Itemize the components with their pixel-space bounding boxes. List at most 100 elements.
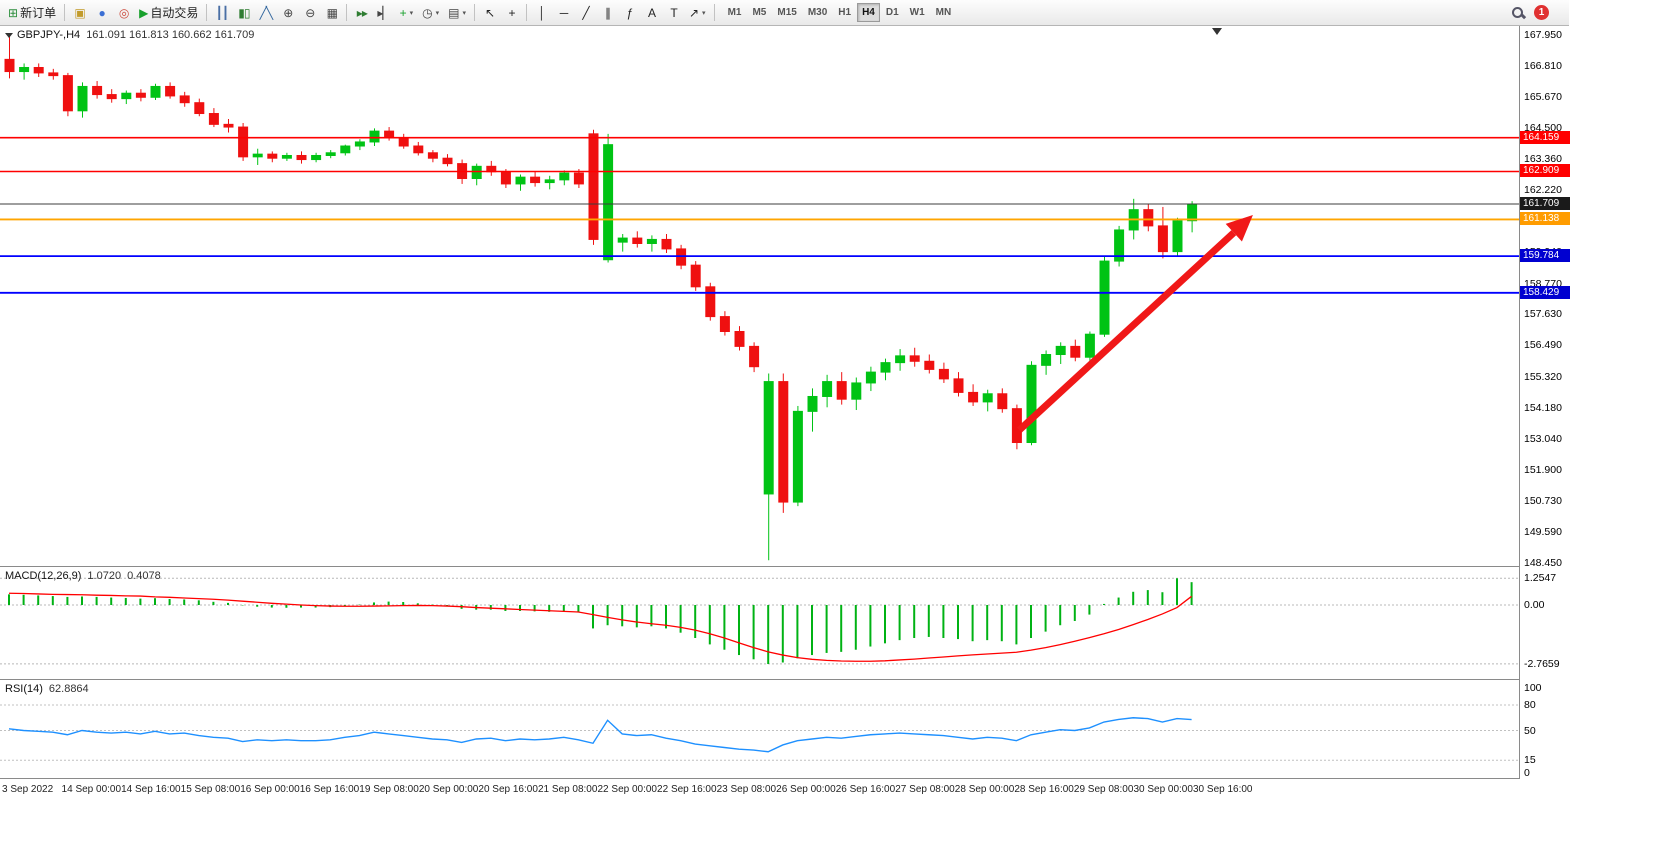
toolbar-separator bbox=[346, 4, 348, 21]
rsi-value: 62.8864 bbox=[48, 683, 89, 695]
chart-title: GBPJPY-,H4 161.091 161.813 160.662 161.70… bbox=[5, 29, 254, 41]
crosshair-icon: + bbox=[508, 5, 515, 20]
text-label-button[interactable]: T bbox=[663, 2, 684, 23]
rsi-canvas[interactable] bbox=[0, 680, 1519, 778]
timeframe-w1[interactable]: W1 bbox=[905, 3, 930, 22]
time-axis-label: 20 Sep 00:00 bbox=[418, 784, 479, 795]
zoom-out-button[interactable]: ⊖ bbox=[299, 2, 320, 23]
time-axis-label: 26 Sep 16:00 bbox=[835, 784, 896, 795]
price-axis-label: 162.220 bbox=[1524, 184, 1562, 197]
search-icon[interactable] bbox=[1510, 5, 1526, 21]
rsi-axis-label: 50 bbox=[1524, 724, 1536, 737]
timeframe-m15[interactable]: M15 bbox=[772, 3, 801, 22]
macd-label: MACD(12,26,9) bbox=[5, 570, 82, 582]
tile-windows-button[interactable]: ▦ bbox=[321, 2, 342, 23]
arrows-icon: ↗ bbox=[688, 5, 699, 20]
macd-signal-value: 0.4078 bbox=[127, 570, 161, 582]
price-axis[interactable]: 167.950 166.810 165.670 164.500 163.360 162.2… bbox=[1519, 26, 1570, 779]
chart-shift-marker[interactable] bbox=[1212, 28, 1222, 35]
time-axis-label: 30 Sep 00:00 bbox=[1133, 784, 1193, 795]
timeframe-mn[interactable]: MN bbox=[931, 3, 957, 22]
macd-main-value: 1.0720 bbox=[87, 570, 122, 582]
current-price-label: 161.709 bbox=[1520, 196, 1570, 210]
time-axis-label: 3 Sep 2022 bbox=[2, 784, 54, 795]
community-button[interactable]: ◎ bbox=[113, 2, 134, 23]
market-watch-button[interactable]: ▣ bbox=[69, 2, 90, 23]
dropdown-caret-icon: ▾ bbox=[435, 9, 440, 17]
channel-button[interactable]: ∥ bbox=[597, 2, 618, 23]
time-axis-label: 30 Sep 16:00 bbox=[1193, 784, 1253, 795]
time-axis-label: 29 Sep 08:00 bbox=[1073, 784, 1134, 795]
rsi-label: RSI(14) bbox=[5, 683, 43, 695]
rsi-panel[interactable]: RSI(14) 62.8864 bbox=[0, 680, 1519, 779]
time-axis[interactable]: 3 Sep 2022 14 Sep 00:00 14 Sep 16:00 15 Sep… bbox=[0, 779, 1519, 803]
chart-shift-icon: ▸▏ bbox=[377, 5, 391, 20]
toolbar-separator bbox=[64, 4, 66, 21]
indicators-button[interactable]: + ▾ bbox=[396, 2, 418, 23]
price-axis-label: 150.730 bbox=[1524, 495, 1562, 508]
toolbar-buttons: ⊞ 新订单 ▣ ● ◎ ▶ 自动交易 ┃┃ ▮▯ ╱╲ ⊕ ⊖ ▦ ▸▸ ▸▏ + ▾ ◷ ▾ ▤ ▾ ↖ + │ ─ ╱ ∥ ƒ A T… bbox=[4, 2, 718, 23]
cursor-button[interactable]: ↖ bbox=[479, 2, 500, 23]
timeframe-m1[interactable]: M1 bbox=[723, 3, 747, 22]
candlestick-chart-icon: ▮▯ bbox=[238, 5, 250, 20]
crosshair-button[interactable]: + bbox=[501, 2, 522, 23]
timeframe-d1[interactable]: D1 bbox=[881, 3, 904, 22]
auto-trading-button-label: 自动交易 bbox=[150, 6, 199, 20]
price-axis-label: 156.490 bbox=[1524, 339, 1562, 352]
arrows-button[interactable]: ↗ ▾ bbox=[685, 2, 710, 23]
community-icon: ◎ bbox=[118, 5, 130, 20]
price-axis-label: 154.180 bbox=[1524, 401, 1562, 414]
timeframe-h1[interactable]: H1 bbox=[833, 3, 856, 22]
horizontal-line-button[interactable]: ─ bbox=[553, 2, 574, 23]
macd-axis-label: -2.7659 bbox=[1524, 657, 1560, 670]
price-axis-label: 163.360 bbox=[1524, 153, 1562, 166]
price-axis-label: 148.450 bbox=[1524, 557, 1562, 569]
line-chart-button[interactable]: ╱╲ bbox=[255, 2, 276, 23]
vertical-line-button[interactable]: │ bbox=[531, 2, 552, 23]
price-chart-panel[interactable]: GBPJPY-,H4 161.091 161.813 160.662 161.70… bbox=[0, 26, 1519, 567]
profile-button[interactable]: ● bbox=[91, 2, 112, 23]
templates-button[interactable]: ▤ ▾ bbox=[444, 2, 470, 23]
timeframe-m30[interactable]: M30 bbox=[803, 3, 832, 22]
indicators-icon: + bbox=[399, 5, 407, 20]
toolbar-right: 1 bbox=[1510, 5, 1565, 21]
macd-panel[interactable]: MACD(12,26,9) 1.0720 0.4078 bbox=[0, 567, 1519, 680]
symbol-period-label: GBPJPY-,H4 bbox=[17, 29, 81, 41]
price-chart-canvas[interactable] bbox=[0, 26, 1519, 566]
zoom-in-button[interactable]: ⊕ bbox=[277, 2, 298, 23]
vertical-line-icon: │ bbox=[538, 5, 545, 20]
rsi-axis-label: 100 bbox=[1524, 682, 1542, 694]
timeframe-m5[interactable]: M5 bbox=[747, 3, 771, 22]
text-button[interactable]: A bbox=[641, 2, 662, 23]
toolbar: ⊞ 新订单 ▣ ● ◎ ▶ 自动交易 ┃┃ ▮▯ ╱╲ ⊕ ⊖ ▦ ▸▸ ▸▏ + ▾ ◷ ▾ ▤ ▾ ↖ + │ ─ ╱ ∥ ƒ A T… bbox=[0, 0, 1569, 26]
toolbar-separator bbox=[713, 4, 715, 21]
price-axis-label: 149.590 bbox=[1524, 526, 1562, 539]
trendline-button[interactable]: ╱ bbox=[575, 2, 596, 23]
candlestick-chart-button[interactable]: ▮▯ bbox=[233, 2, 254, 23]
chart-shift-button[interactable]: ▸▏ bbox=[373, 2, 394, 23]
auto-trading-button[interactable]: ▶ 自动交易 bbox=[135, 2, 202, 23]
clock-icon: ◷ bbox=[422, 5, 433, 20]
price-axis-label: 151.900 bbox=[1524, 463, 1562, 476]
bar-chart-button[interactable]: ┃┃ bbox=[211, 2, 232, 23]
tile-windows-icon: ▦ bbox=[326, 5, 338, 20]
macd-canvas[interactable] bbox=[0, 567, 1519, 679]
new-order-button[interactable]: ⊞ 新订单 bbox=[4, 2, 60, 23]
dropdown-caret-icon: ▾ bbox=[702, 9, 706, 17]
time-axis-label: 16 Sep 16:00 bbox=[299, 784, 360, 795]
auto-scroll-button[interactable]: ▸▸ bbox=[351, 2, 372, 23]
time-axis-label: 28 Sep 16:00 bbox=[1014, 784, 1074, 795]
chart-area: GBPJPY-,H4 161.091 161.813 160.662 161.70… bbox=[0, 26, 1570, 826]
line-chart-icon: ╱╲ bbox=[259, 5, 273, 20]
zoom-in-icon: ⊕ bbox=[283, 5, 293, 20]
time-axis-label: 15 Sep 08:00 bbox=[180, 784, 241, 795]
fibonacci-button[interactable]: ƒ bbox=[619, 2, 640, 23]
profile-icon: ● bbox=[98, 5, 105, 20]
price-axis-label: 155.320 bbox=[1524, 370, 1562, 383]
timeframe-h4[interactable]: H4 bbox=[857, 3, 880, 22]
time-axis-label: 14 Sep 00:00 bbox=[61, 784, 122, 795]
periods-button[interactable]: ◷ ▾ bbox=[418, 2, 443, 23]
price-label-support-2: 158.429 bbox=[1520, 285, 1570, 299]
fibonacci-icon: ƒ bbox=[626, 5, 634, 20]
notification-badge[interactable]: 1 bbox=[1534, 5, 1549, 20]
